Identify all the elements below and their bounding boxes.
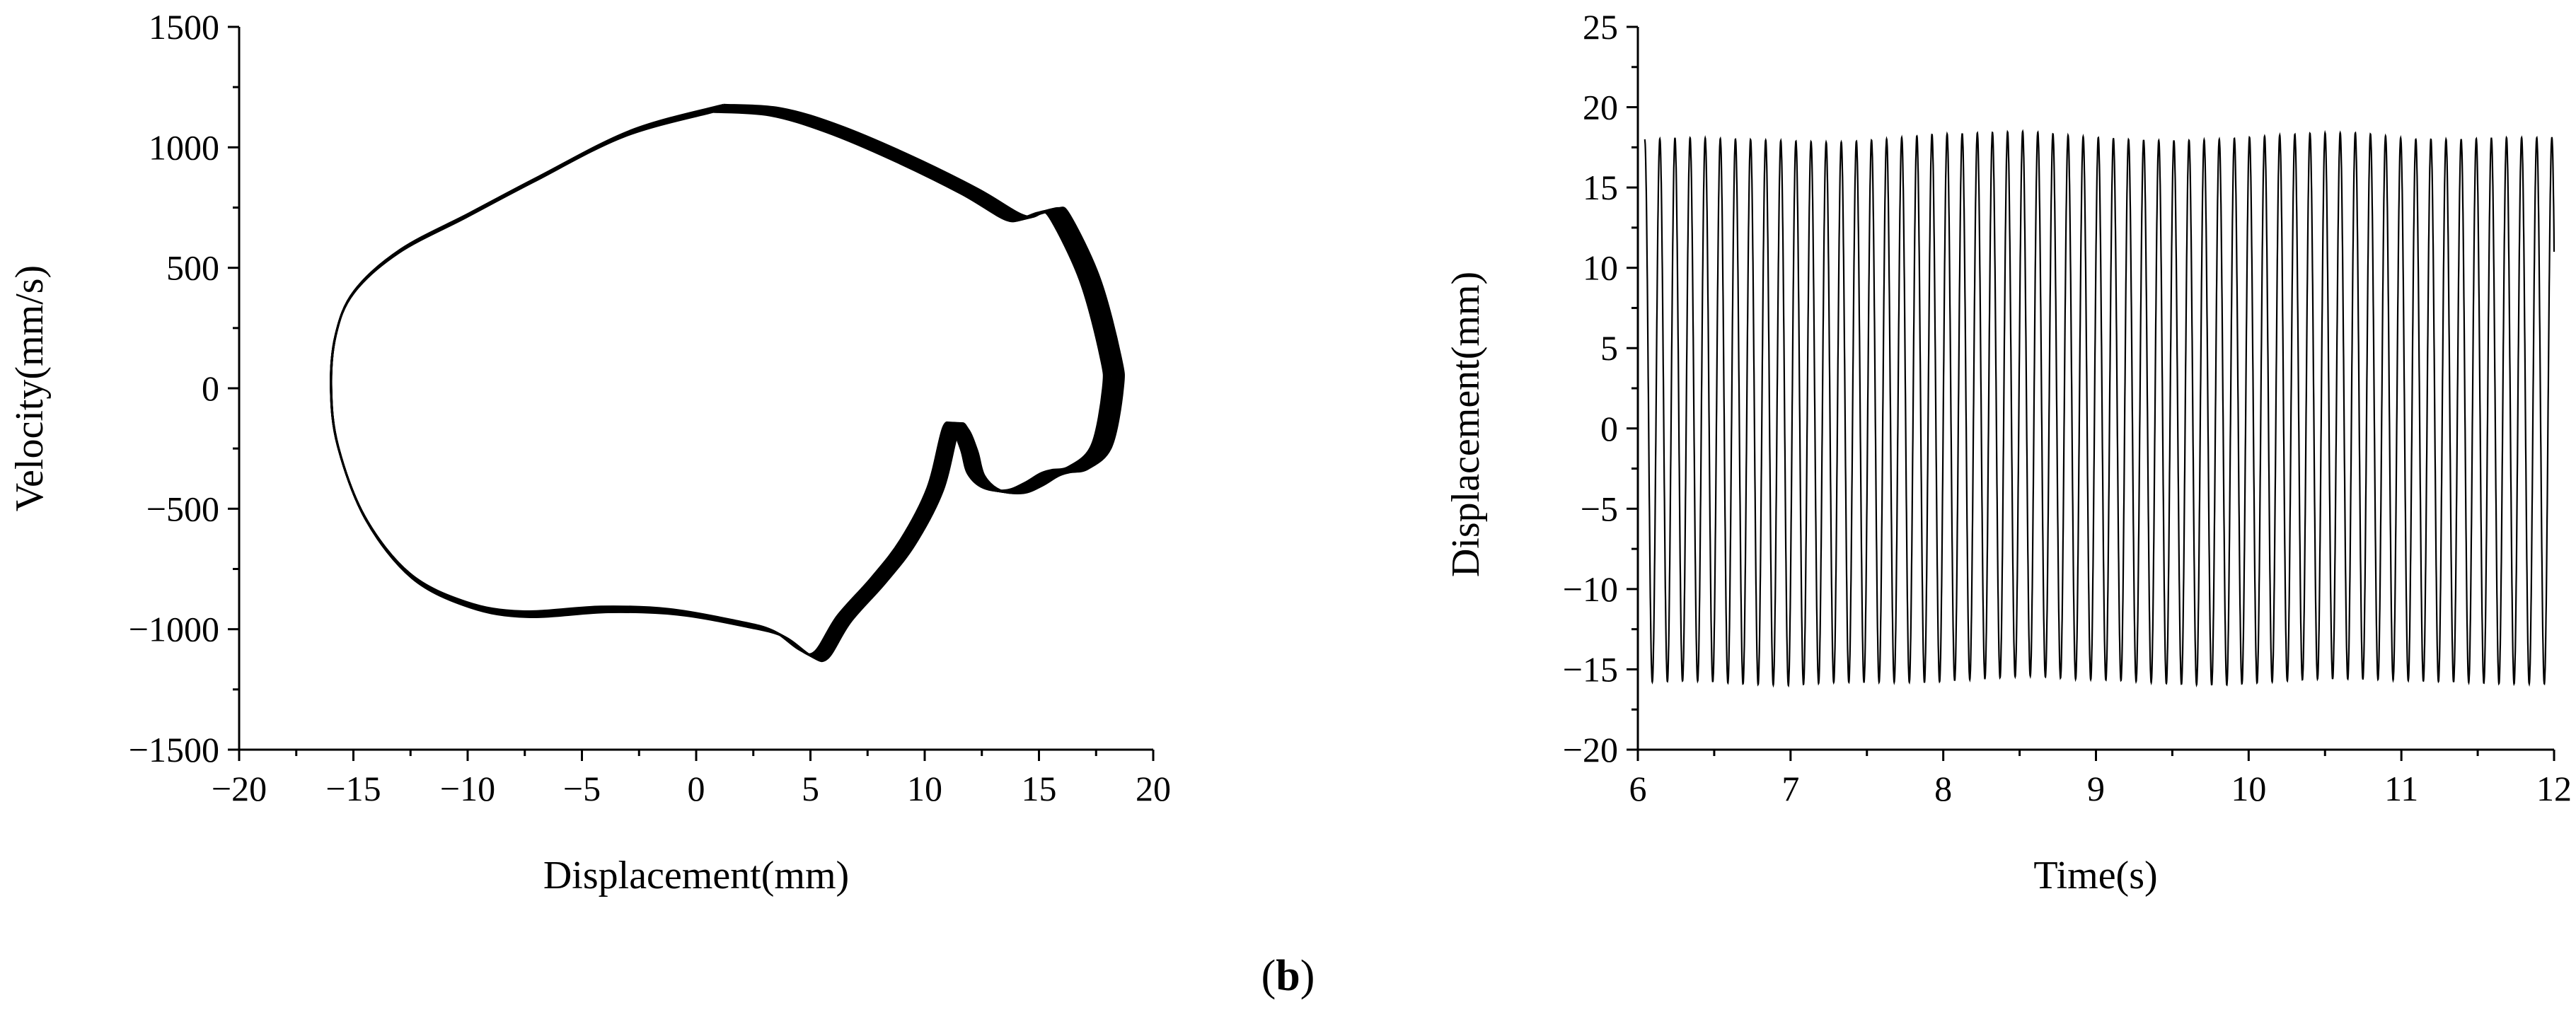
panel-label: (b) — [0, 951, 2576, 1001]
left-x-tick-label: 0 — [688, 769, 705, 808]
panel-label-open: ( — [1261, 952, 1276, 1000]
right-x-tick-label: 10 — [2231, 769, 2266, 808]
right-y-tick-label: 0 — [1600, 409, 1618, 448]
left-y-tick-label: 500 — [166, 248, 219, 288]
left-x-tick-label: 10 — [907, 769, 942, 808]
phase-orbit-line — [330, 107, 1116, 659]
panel-label-close: ) — [1300, 952, 1315, 1000]
displacement-time-line — [1644, 129, 2555, 688]
panel-label-letter: b — [1276, 952, 1300, 1000]
phase-orbit-line — [330, 110, 1105, 656]
right-y-tick-label: −10 — [1563, 569, 1618, 609]
right-x-tick-label: 9 — [2087, 769, 2105, 808]
phase-orbit-line — [330, 110, 1107, 656]
phase-orbit-line — [330, 108, 1113, 658]
right-axis-ticks: 6 7 8 9 10 11 12 −20 −15 −10 −5 0 5 10 15 20 25 — [1563, 7, 2572, 808]
right-y-tick-label: −5 — [1581, 489, 1618, 528]
left-y-tick-label: −1500 — [129, 730, 219, 769]
left-x-tick-label: −5 — [563, 769, 601, 808]
left-x-tick-label: −10 — [440, 769, 495, 808]
right-x-tick-label: 12 — [2536, 769, 2572, 808]
right-x-axis-title: Time(s) — [2033, 854, 2157, 897]
left-x-tick-label: −20 — [212, 769, 267, 808]
right-y-tick-label: 15 — [1583, 168, 1618, 207]
right-x-tick-label: 7 — [1781, 769, 1799, 808]
phase-orbit-line — [330, 104, 1124, 662]
left-y-axis-title: Velocity(mm/s) — [8, 265, 52, 511]
right-x-tick-label: 11 — [2384, 769, 2418, 808]
right-y-tick-label: 25 — [1583, 7, 1618, 47]
phase-orbit-line — [330, 105, 1121, 661]
left-y-tick-label: 1500 — [149, 7, 219, 47]
left-y-tick-label: 1000 — [149, 127, 219, 167]
phase-portrait-curve — [330, 103, 1125, 663]
right-y-tick-label: 10 — [1583, 248, 1618, 288]
left-x-tick-label: 15 — [1022, 769, 1057, 808]
phase-orbit-line — [330, 105, 1120, 661]
left-x-tick-label: 20 — [1136, 769, 1171, 808]
right-x-tick-label: 6 — [1629, 769, 1647, 808]
right-y-tick-label: −20 — [1563, 730, 1618, 769]
phase-orbit-line — [330, 107, 1114, 659]
right-y-tick-label: 5 — [1600, 328, 1618, 368]
right-y-tick-label: −15 — [1563, 649, 1618, 689]
left-axis-ticks: −20 −15 −10 −5 0 5 10 15 20 −1500 −1000 −500 0 500 100… — [129, 7, 1171, 808]
phase-orbit-line — [330, 106, 1118, 660]
phase-portrait-chart: −20 −15 −10 −5 0 5 10 15 20 −1500 −1000 −500 0 500 100… — [8, 7, 1171, 897]
right-x-tick-label: 8 — [1934, 769, 1952, 808]
left-y-tick-label: −500 — [146, 489, 219, 528]
time-history-curve — [1644, 129, 2555, 688]
left-x-tick-label: −15 — [325, 769, 381, 808]
left-y-tick-label: −1000 — [129, 610, 219, 649]
right-y-axis-title: Displacement(mm) — [1444, 272, 1488, 577]
left-y-tick-label: 0 — [202, 368, 219, 408]
left-x-tick-label: 5 — [802, 769, 819, 808]
right-y-tick-label: 20 — [1583, 88, 1618, 127]
left-x-axis-title: Displacement(mm) — [543, 854, 849, 897]
phase-orbit-line — [330, 103, 1125, 663]
phase-orbit-line — [330, 109, 1109, 657]
phase-orbit-line — [330, 108, 1111, 658]
